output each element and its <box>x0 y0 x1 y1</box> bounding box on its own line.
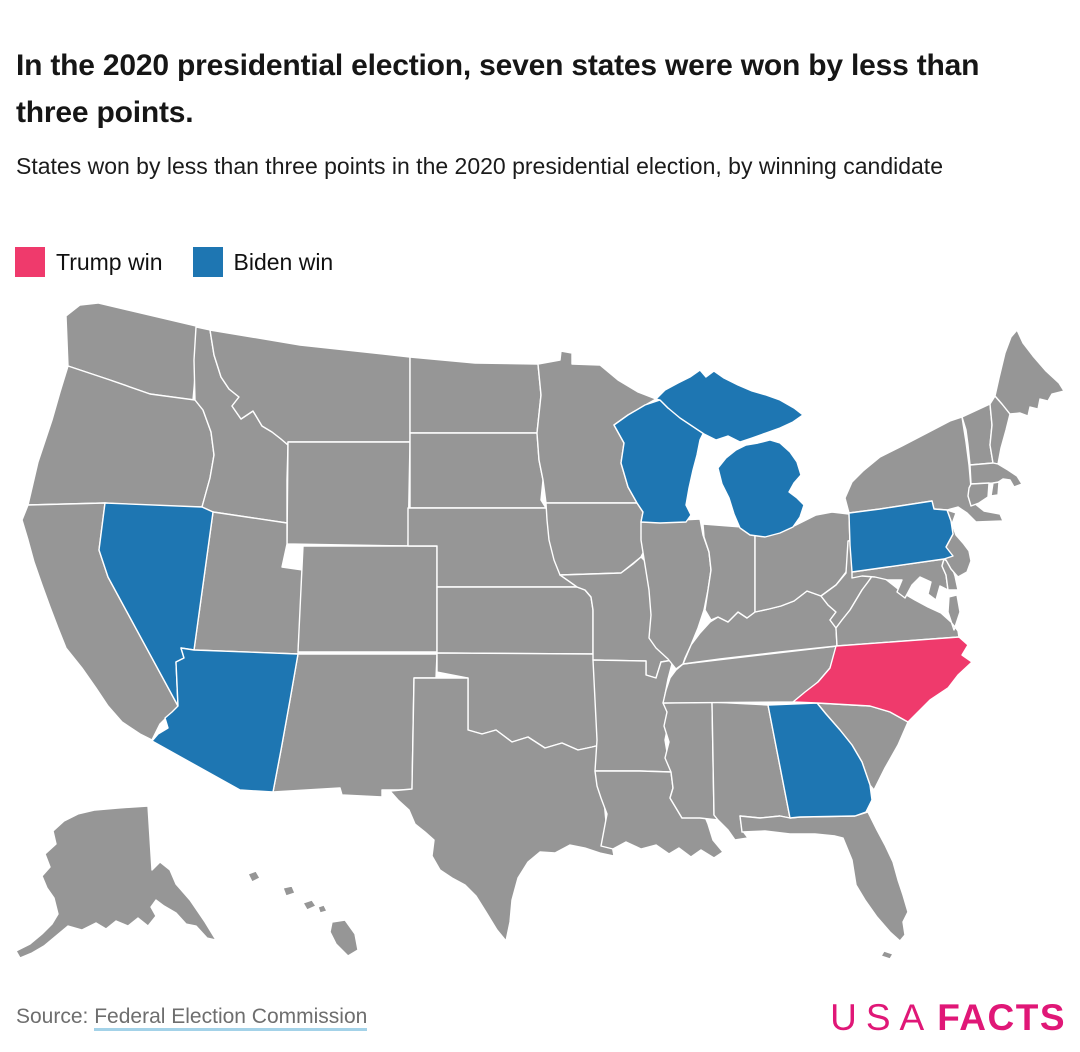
legend-label-biden: Biden win <box>233 248 334 275</box>
source-prefix: Source: <box>16 1005 95 1028</box>
us-map-svg <box>15 302 1065 960</box>
page-subtitle: States won by less than three points in … <box>16 153 943 179</box>
logo-facts-text: FACTS <box>937 997 1066 1038</box>
logo-usa-text: USA <box>830 997 934 1038</box>
state-TX[interactable] <box>389 677 615 942</box>
trump-win-swatch-icon <box>15 247 45 277</box>
state-NC[interactable] <box>792 636 973 723</box>
page-title: In the 2020 presidential election, seven… <box>16 49 980 130</box>
state-CT[interactable] <box>967 482 990 507</box>
legend-item-trump: Trump win <box>15 247 163 277</box>
state-AR[interactable] <box>592 659 674 773</box>
state-WY[interactable] <box>286 441 411 547</box>
source-link[interactable]: Federal Election Commission <box>94 1005 368 1031</box>
state-ME[interactable] <box>994 329 1065 417</box>
state-PA[interactable] <box>848 500 954 573</box>
state-AK[interactable] <box>15 805 217 959</box>
legend-label-trump: Trump win <box>56 248 163 275</box>
biden-win-swatch-icon <box>192 247 223 277</box>
legend: Trump win Biden win <box>15 247 333 277</box>
state-GA[interactable] <box>767 702 873 819</box>
source-line: Source: Federal Election Commission <box>16 1005 368 1031</box>
us-choropleth-map <box>12 299 1068 975</box>
state-HI[interactable] <box>247 870 359 957</box>
state-RI[interactable] <box>990 481 1000 497</box>
state-SD[interactable] <box>409 432 547 509</box>
state-AZ[interactable] <box>151 647 299 793</box>
state-IN[interactable] <box>702 523 756 623</box>
state-FL[interactable] <box>739 811 909 960</box>
usafacts-logo: USA FACTS <box>830 997 1066 1039</box>
state-CO[interactable] <box>297 545 438 653</box>
state-MI[interactable] <box>655 369 805 538</box>
state-ND[interactable] <box>409 356 542 434</box>
state-KS[interactable] <box>436 586 594 655</box>
legend-item-biden: Biden win <box>192 247 334 277</box>
